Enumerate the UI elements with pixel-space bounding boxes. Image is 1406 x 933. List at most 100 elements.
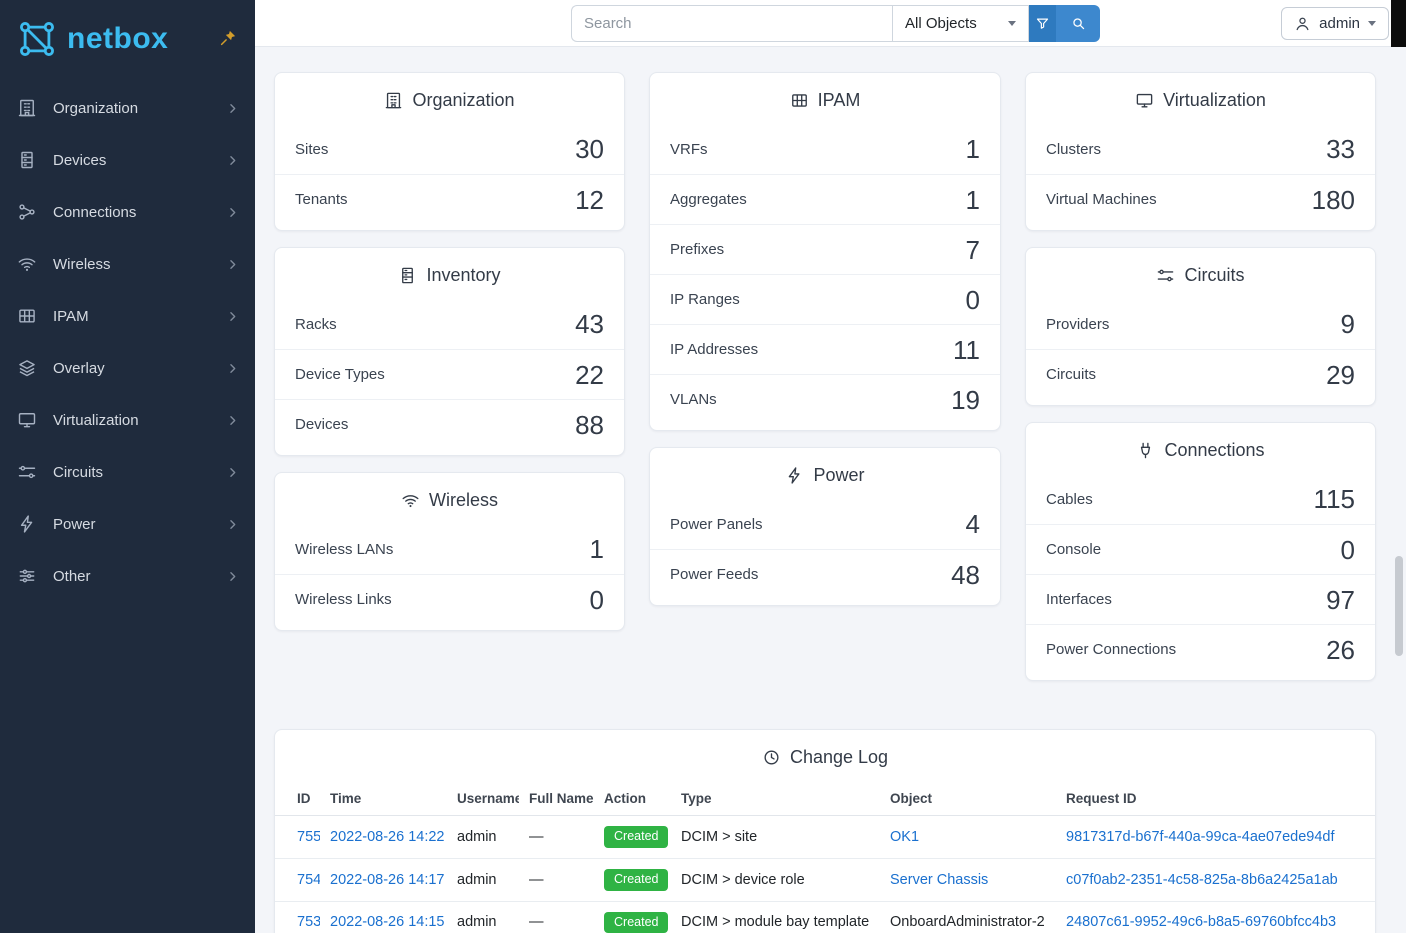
history-icon (762, 748, 781, 767)
column-header-action: Action (594, 781, 671, 816)
stat-row-console[interactable]: Console 0 (1026, 524, 1375, 574)
stat-label: Power Connections (1046, 641, 1177, 658)
stat-row-providers[interactable]: Providers 9 (1026, 299, 1375, 349)
changelog-id-link[interactable]: 753 (297, 914, 320, 931)
sidebar-item-wireless[interactable]: Wireless (0, 238, 255, 290)
changelog-full-name: — (519, 815, 594, 859)
changelog-id-link[interactable]: 754 (297, 871, 320, 888)
changelog-request-id-link[interactable]: 24807c61-9952-49c6-b8a5-69760bfcc4b3 (1066, 914, 1337, 931)
stat-value: 0 (965, 284, 980, 315)
stat-value: 0 (589, 584, 604, 615)
username-label: admin (1319, 15, 1360, 32)
monitor-icon (17, 410, 39, 430)
column-header-type: Type (671, 781, 880, 816)
stat-row-circuits[interactable]: Circuits 29 (1026, 349, 1375, 399)
changelog-request-id-link[interactable]: c07f0ab2-2351-4c58-825a-8b6a2425a1ab (1066, 871, 1338, 888)
changelog-id-link[interactable]: 755 (297, 828, 320, 845)
building-icon (17, 98, 39, 118)
building-icon (384, 91, 403, 110)
card-inventory: Inventory Racks 43 Device Types 22 Devic… (274, 247, 625, 456)
stat-row-ip-addresses[interactable]: IP Addresses 11 (650, 324, 1000, 374)
stat-value: 22 (575, 359, 604, 390)
filter-button[interactable] (1029, 4, 1056, 42)
stat-row-sites[interactable]: Sites 30 (275, 124, 624, 174)
stat-row-devices[interactable]: Devices 88 (275, 399, 624, 449)
table-row: 753 2022-08-26 14:15 admin — Created DCI… (275, 901, 1375, 933)
person-icon (1294, 15, 1311, 32)
stat-row-clusters[interactable]: Clusters 33 (1026, 124, 1375, 174)
card-virtualization: Virtualization Clusters 33 Virtual Machi… (1025, 72, 1376, 231)
stat-row-prefixes[interactable]: Prefixes 7 (650, 224, 1000, 274)
sidebar-item-overlay[interactable]: Overlay (0, 342, 255, 394)
stat-row-power-connections[interactable]: Power Connections 26 (1026, 624, 1375, 674)
search-input[interactable] (571, 4, 892, 42)
changelog-object-link[interactable]: OK1 (890, 828, 920, 845)
stat-value: 43 (575, 309, 604, 339)
card-title: Wireless (428, 490, 498, 510)
stat-row-wireless-lans[interactable]: Wireless LANs 1 (275, 524, 624, 574)
user-menu-button[interactable]: admin (1281, 7, 1389, 40)
sidebar-item-organization[interactable]: Organization (0, 82, 255, 134)
stat-label: Providers (1046, 315, 1110, 333)
sidebar-item-ipam[interactable]: IPAM (0, 290, 255, 342)
scrollbar-thumb[interactable] (1395, 556, 1403, 656)
cable-icon (1136, 441, 1155, 460)
search-button[interactable] (1056, 4, 1100, 42)
changelog-time-link[interactable]: 2022-08-26 14:22 (330, 828, 445, 845)
changelog-time-link[interactable]: 2022-08-26 14:17 (330, 871, 445, 888)
sidebar-item-devices[interactable]: Devices (0, 134, 255, 186)
chevron-down-icon (1008, 20, 1016, 26)
brand[interactable]: netbox (0, 0, 255, 78)
stat-value: 33 (1326, 134, 1355, 164)
stat-row-vrfs[interactable]: VRFs 1 (650, 124, 1000, 174)
object-type-select[interactable]: All Objects (892, 4, 1029, 42)
stat-row-ip-ranges[interactable]: IP Ranges 0 (650, 274, 1000, 324)
changelog-type: DCIM > module bay template (671, 901, 880, 933)
sidebar-item-virtualization[interactable]: Virtualization (0, 394, 255, 446)
card-header: Power (650, 448, 1000, 499)
stat-row-virtual-machines[interactable]: Virtual Machines 180 (1026, 174, 1375, 224)
changelog-time-link[interactable]: 2022-08-26 14:15 (330, 914, 445, 931)
ipam-grid-icon (17, 306, 39, 326)
sliders-icon (17, 566, 39, 586)
stat-row-aggregates[interactable]: Aggregates 1 (650, 174, 1000, 224)
stat-label: Aggregates (670, 191, 747, 208)
sidebar-item-connections[interactable]: Connections (0, 186, 255, 238)
stat-row-vlans[interactable]: VLANs 19 (650, 374, 1000, 424)
inventory-icon (398, 266, 417, 285)
stat-label: Tenants (295, 191, 348, 208)
stat-value: 1 (965, 184, 980, 215)
pin-icon[interactable] (217, 27, 239, 49)
card-title: IPAM (817, 90, 861, 110)
stat-row-power-feeds[interactable]: Power Feeds 48 (650, 549, 1000, 599)
sidebar-item-other[interactable]: Other (0, 550, 255, 602)
sidebar-item-label: Power (53, 515, 96, 533)
chevron-right-icon (225, 413, 240, 428)
sidebar-item-label: Wireless (53, 255, 111, 273)
stat-row-power-panels[interactable]: Power Panels 4 (650, 499, 1000, 549)
stat-value: 1 (589, 534, 604, 564)
stat-value: 11 (953, 334, 980, 365)
stat-row-racks[interactable]: Racks 43 (275, 299, 624, 349)
stat-row-cables[interactable]: Cables 115 (1026, 474, 1375, 524)
stat-row-wireless-links[interactable]: Wireless Links 0 (275, 574, 624, 624)
chevron-right-icon (225, 153, 240, 168)
dashboard-column-3: Virtualization Clusters 33 Virtual Machi… (1025, 72, 1376, 681)
changelog-object-link[interactable]: Server Chassis (890, 871, 989, 888)
changelog-full-name: — (519, 901, 594, 933)
changelog-request-id-link[interactable]: 9817317d-b67f-440a-99ca-4ae07ede94df (1066, 828, 1335, 845)
sidebar-item-circuits[interactable]: Circuits (0, 446, 255, 498)
stat-label: Circuits (1046, 366, 1097, 383)
stat-value: 1 (965, 134, 980, 164)
ipam-grid-icon (790, 91, 809, 110)
card-header: Virtualization (1026, 73, 1375, 124)
stat-row-interfaces[interactable]: Interfaces 97 (1026, 574, 1375, 624)
sidebar-item-power[interactable]: Power (0, 498, 255, 550)
sidebar-item-label: Connections (53, 203, 137, 221)
stat-value: 88 (575, 409, 604, 440)
stat-label: Power Panels (670, 515, 763, 533)
stat-row-tenants[interactable]: Tenants 12 (275, 174, 624, 224)
chevron-right-icon (225, 309, 240, 324)
stat-row-device-types[interactable]: Device Types 22 (275, 349, 624, 399)
changelog-username: admin (447, 901, 519, 933)
